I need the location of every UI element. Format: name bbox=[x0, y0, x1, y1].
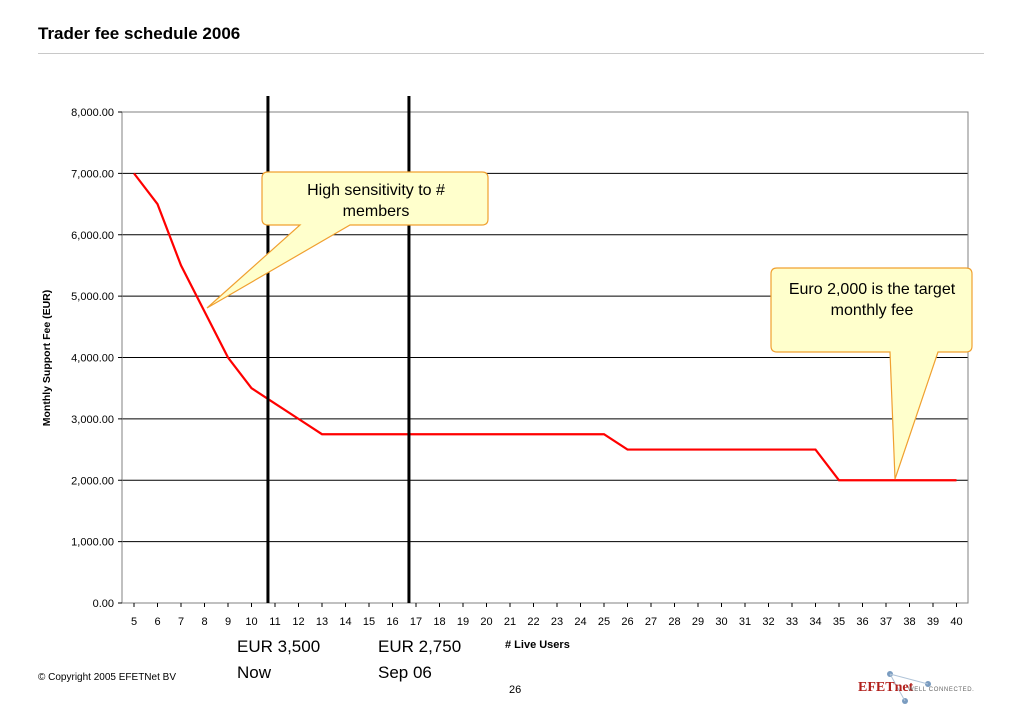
marker-now-value: EUR 3,500 bbox=[237, 637, 321, 656]
x-tick-labels: 5 6 7 8 9 10 11 12 13 14 15 16 17 18 19 20 21 22 23 24 25 26 2… bbox=[131, 603, 963, 628]
x-tick-label: 32 bbox=[762, 616, 774, 628]
x-tick-label: 26 bbox=[621, 616, 633, 628]
page-number: 26 bbox=[509, 684, 522, 696]
y-tick-label: 7,000.00 bbox=[71, 168, 114, 180]
x-tick-label: 24 bbox=[574, 616, 586, 628]
copyright-text: © Copyright 2005 EFETNet BV bbox=[38, 672, 176, 683]
x-tick-label: 38 bbox=[903, 616, 915, 628]
x-tick-label: 11 bbox=[269, 616, 280, 628]
callout-bubble-target bbox=[770, 267, 973, 480]
x-tick-label: 27 bbox=[645, 616, 657, 628]
x-tick-label: 14 bbox=[339, 616, 351, 628]
y-tick-label: 2,000.00 bbox=[71, 475, 114, 487]
x-tick-label: 7 bbox=[178, 616, 184, 628]
x-tick-label: 16 bbox=[386, 616, 398, 628]
x-tick-label: 22 bbox=[527, 616, 539, 628]
logo-wordmark: EFETnet bbox=[858, 680, 914, 695]
x-tick-label: 8 bbox=[201, 616, 207, 628]
slide-title: Trader fee schedule 2006 bbox=[38, 24, 241, 43]
x-tick-label: 15 bbox=[363, 616, 375, 628]
callouts bbox=[206, 171, 973, 480]
x-tick-label: 25 bbox=[598, 616, 610, 628]
x-tick-label: 34 bbox=[809, 616, 821, 628]
x-tick-label: 37 bbox=[880, 616, 892, 628]
callout-target-text: Euro 2,000 is the target monthly fee bbox=[788, 281, 956, 319]
x-tick-label: 10 bbox=[245, 616, 257, 628]
x-tick-label: 36 bbox=[856, 616, 868, 628]
x-tick-label: 29 bbox=[692, 616, 704, 628]
x-tick-label: 6 bbox=[154, 616, 160, 628]
callout-sensitivity-text: High sensitivity to # members bbox=[307, 182, 445, 220]
x-tick-label: 35 bbox=[833, 616, 845, 628]
y-tick-label: 5,000.00 bbox=[71, 291, 114, 303]
marker-now-label: EUR 3,500 Now bbox=[237, 634, 320, 686]
y-tick-label: 8,000.00 bbox=[71, 107, 114, 119]
x-tick-label: 5 bbox=[131, 616, 137, 628]
marker-sep06-date: Sep 06 bbox=[378, 663, 432, 682]
x-tick-label: 13 bbox=[316, 616, 328, 628]
x-tick-label: 12 bbox=[292, 616, 304, 628]
marker-sep06-value: EUR 2,750 bbox=[378, 637, 462, 656]
y-tick-label: 0.00 bbox=[93, 598, 114, 610]
x-tick-label: 18 bbox=[433, 616, 445, 628]
marker-sep06-label: EUR 2,750 Sep 06 bbox=[378, 634, 461, 686]
x-tick-label: 40 bbox=[950, 616, 962, 628]
y-tick-label: 3,000.00 bbox=[71, 414, 114, 426]
x-tick-label: 21 bbox=[504, 616, 516, 628]
marker-now-date: Now bbox=[237, 663, 272, 682]
callout-bubble-sensitivity bbox=[206, 171, 489, 309]
efetnet-logo: EFETnet WELL CONNECTED. bbox=[850, 668, 990, 708]
x-tick-label: 17 bbox=[410, 616, 422, 628]
y-axis-label: Monthly Support Fee (EUR) bbox=[41, 290, 53, 427]
series-line bbox=[133, 172, 957, 482]
x-tick-label: 9 bbox=[225, 616, 231, 628]
y-tick-label: 4,000.00 bbox=[71, 353, 114, 365]
y-tick-labels: 0.00 1,000.00 2,000.00 3,000.00 4,000.00 5,00… bbox=[71, 107, 122, 610]
x-tick-label: 31 bbox=[739, 616, 751, 628]
logo-nodes-icon bbox=[887, 671, 931, 704]
title-divider bbox=[38, 53, 984, 54]
x-tick-label: 20 bbox=[480, 616, 492, 628]
y-tick-label: 1,000.00 bbox=[71, 537, 114, 549]
x-tick-label: 33 bbox=[786, 616, 798, 628]
logo-tagline: WELL CONNECTED. bbox=[908, 687, 975, 693]
grid-lines bbox=[122, 111, 968, 604]
x-axis-label: # Live Users bbox=[505, 639, 570, 651]
x-tick-label: 39 bbox=[927, 616, 939, 628]
series-lines bbox=[133, 172, 957, 482]
x-tick-label: 30 bbox=[715, 616, 727, 628]
x-tick-label: 28 bbox=[668, 616, 680, 628]
x-tick-label: 23 bbox=[551, 616, 563, 628]
y-tick-label: 6,000.00 bbox=[71, 230, 114, 242]
x-tick-label: 19 bbox=[457, 616, 469, 628]
